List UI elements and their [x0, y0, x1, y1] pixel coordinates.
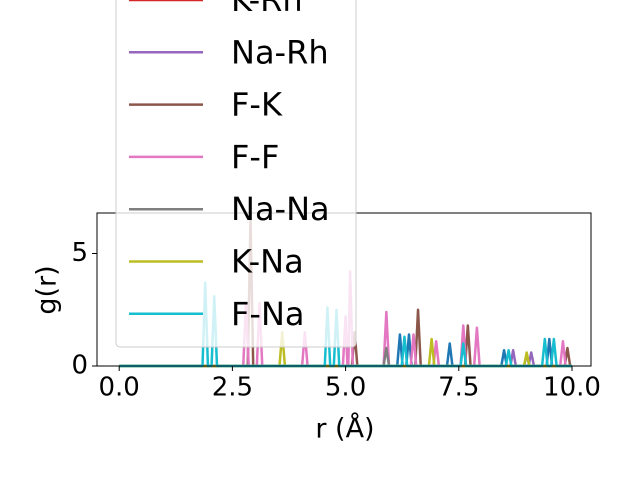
x-tick-label: 7.5 [438, 373, 479, 403]
legend-label: F-F [231, 138, 279, 176]
legend-box [115, 0, 357, 348]
legend-label: F-Na [231, 295, 305, 333]
x-tick-label: 5.0 [325, 373, 366, 403]
legend: K-Rh Na-Rh F-K F-F Na-Na K-Na F-Na [115, 0, 357, 348]
x-tick-label: 10.0 [543, 373, 601, 403]
x-tick-label: 0.0 [99, 373, 140, 403]
y-axis-label: g(r) [32, 265, 63, 314]
legend-label: Na-Na [231, 190, 330, 228]
legend-label: K-Rh [231, 0, 303, 19]
x-tick-label: 2.5 [212, 373, 253, 403]
y-tick-label: 5 [71, 238, 88, 268]
y-tick-label: 0 [71, 351, 88, 381]
legend-label: Na-Rh [231, 33, 329, 71]
legend-label: F-K [231, 86, 283, 124]
x-axis-label: r (Å) [315, 413, 374, 445]
legend-label: K-Na [231, 243, 304, 281]
